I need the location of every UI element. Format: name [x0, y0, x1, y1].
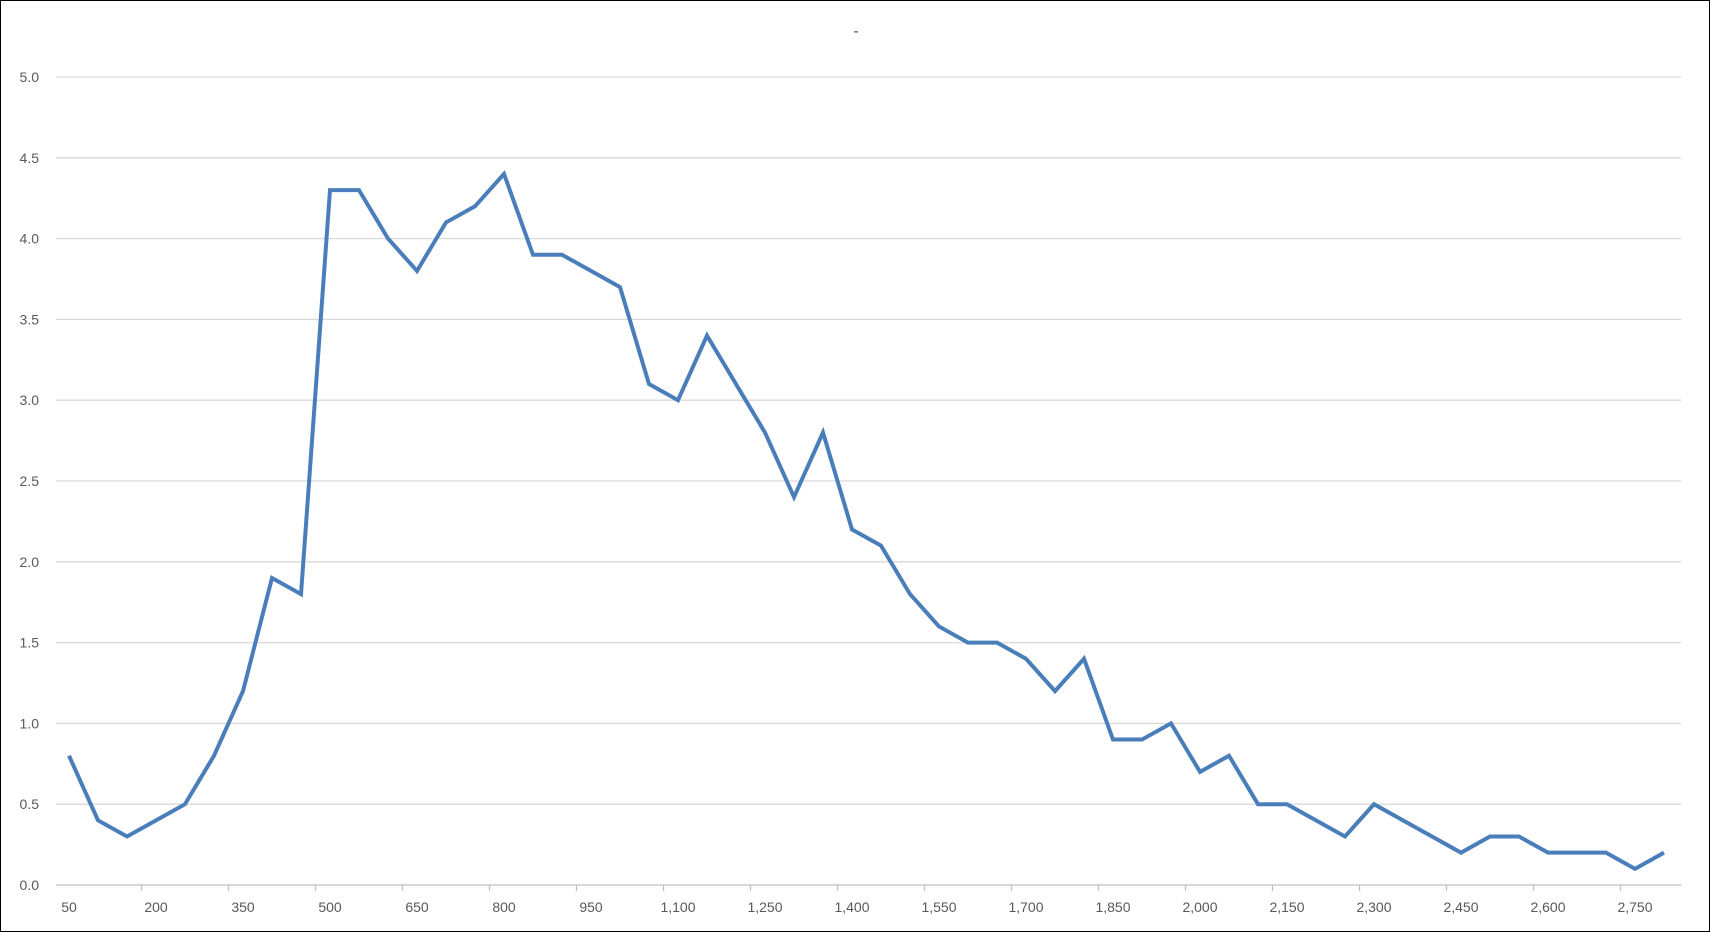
x-tick-label: 2,150	[1269, 899, 1304, 915]
x-tick-label: 650	[405, 899, 429, 915]
y-tick-label: 0.5	[20, 796, 40, 812]
x-tick-label: 2,600	[1530, 899, 1565, 915]
x-tick-label: 950	[579, 899, 603, 915]
y-tick-label: 2.0	[20, 554, 40, 570]
gridlines	[56, 77, 1681, 804]
series-line	[69, 174, 1664, 869]
x-tick-label: 1,250	[747, 899, 782, 915]
x-tick-label: 2,000	[1182, 899, 1217, 915]
y-tick-label: 1.5	[20, 635, 40, 651]
x-tick-label: 2,750	[1617, 899, 1652, 915]
x-tick-label: 2,450	[1443, 899, 1478, 915]
x-axis-tick-labels: 50 200 350 500 650 800 950 1,100 1,250 1,400 1,550…	[61, 899, 1653, 915]
series-layer	[69, 174, 1664, 869]
x-tick-label: 350	[231, 899, 255, 915]
y-tick-label: 0.0	[20, 877, 40, 893]
x-tick-label: 50	[61, 899, 77, 915]
y-tick-label: 5.0	[20, 69, 40, 85]
x-tick-label: 1,400	[834, 899, 869, 915]
x-tick-label: 200	[144, 899, 168, 915]
x-axis	[56, 885, 1681, 891]
y-tick-label: 3.5	[20, 311, 40, 327]
y-tick-label: 3.0	[20, 392, 40, 408]
y-tick-label: 2.5	[20, 473, 40, 489]
y-tick-label: 4.0	[20, 231, 40, 247]
x-tick-label: 1,550	[921, 899, 956, 915]
y-tick-label: 4.5	[20, 150, 40, 166]
y-tick-label: 1.0	[20, 715, 40, 731]
x-tick-label: 2,300	[1356, 899, 1391, 915]
x-tick-label: 1,100	[660, 899, 695, 915]
x-tick-label: 500	[318, 899, 342, 915]
x-tick-label: 1,850	[1095, 899, 1130, 915]
y-axis-tick-labels: 0.0 0.5 1.0 1.5 2.0 2.5 3.0 3.5 4.0 4.5 5.0	[20, 69, 40, 893]
x-tick-label: 1,700	[1008, 899, 1043, 915]
x-tick-label: 800	[492, 899, 516, 915]
